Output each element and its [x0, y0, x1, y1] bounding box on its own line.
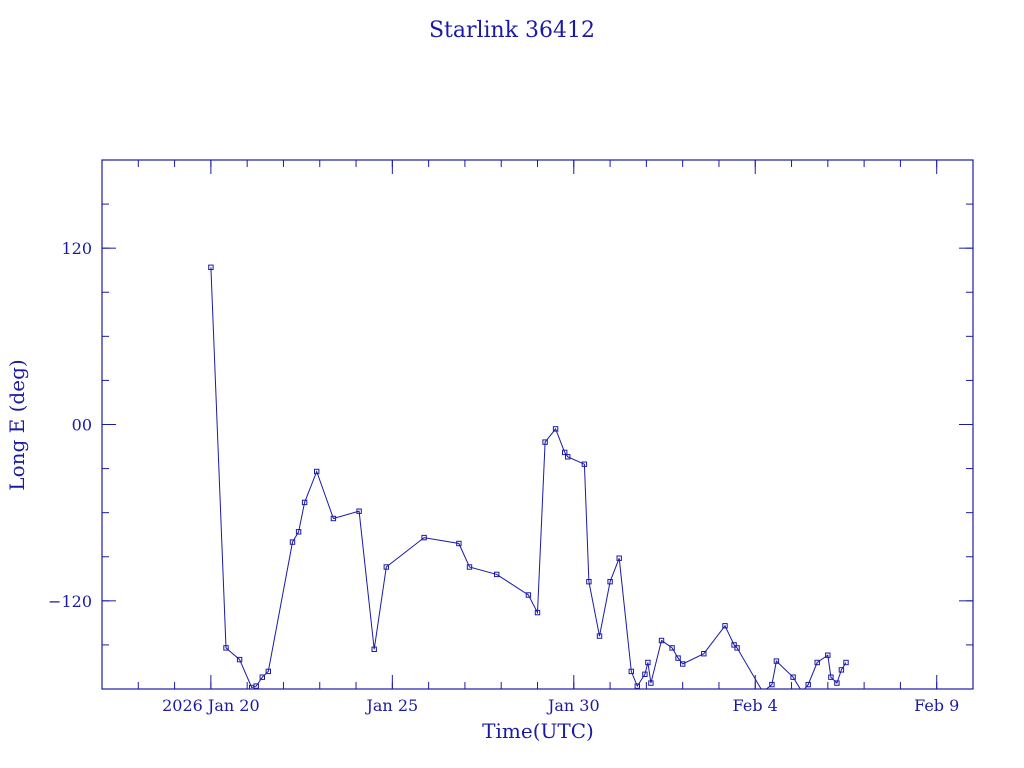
- data-point: [805, 681, 811, 688]
- data-point: [208, 264, 214, 271]
- data-point: [628, 668, 634, 675]
- data-point: [680, 661, 686, 667]
- data-point: [330, 515, 337, 522]
- data-point: [828, 674, 834, 680]
- y-tick-label: 00: [72, 416, 92, 435]
- data-point: [383, 564, 390, 570]
- data-point: [525, 592, 532, 598]
- data-point: [722, 623, 728, 629]
- data-point: [253, 683, 259, 689]
- x-tick-label: 2026 Jan 20: [162, 696, 260, 715]
- data-point: [800, 690, 804, 694]
- data-point: [534, 609, 541, 616]
- data-point: [669, 645, 675, 651]
- data-point: [456, 540, 462, 547]
- data-point: [301, 499, 308, 506]
- data-point: [552, 426, 559, 432]
- data-point: [642, 671, 648, 677]
- data-point: [607, 579, 613, 585]
- data-point: [731, 642, 737, 648]
- data-point: [769, 681, 775, 688]
- data-point: [773, 658, 780, 664]
- y-tick-label: −120: [48, 592, 92, 611]
- data-point: [675, 655, 681, 661]
- x-tick-label: Jan 30: [546, 696, 600, 715]
- data-point: [761, 690, 765, 694]
- x-tick-label: Feb 9: [914, 696, 959, 715]
- data-point: [814, 659, 820, 666]
- data-point: [825, 652, 831, 658]
- data-point: [289, 539, 296, 545]
- data-point: [236, 656, 243, 663]
- y-axis-label: Long E (deg): [5, 359, 29, 490]
- series-line: [210, 267, 847, 689]
- data-point: [616, 555, 622, 561]
- data-point: [581, 461, 588, 467]
- data-point: [259, 674, 266, 680]
- data-point: [834, 680, 840, 686]
- data-point: [314, 468, 320, 475]
- data-point: [645, 659, 651, 666]
- data-point: [494, 571, 500, 578]
- data-point: [596, 633, 603, 639]
- chart-title: Starlink 36412: [429, 18, 595, 43]
- data-point: [421, 534, 427, 541]
- axis-ticks: [101, 159, 974, 690]
- data-points: [208, 264, 849, 694]
- data-point: [701, 651, 707, 657]
- data-point: [648, 680, 654, 686]
- tick-labels: 2026 Jan 20 Jan 25 Jan 30 Feb 4 Feb 9 120 00 −1…: [48, 239, 959, 715]
- data-point: [223, 645, 229, 651]
- data-point: [790, 674, 796, 680]
- data-point: [562, 449, 568, 456]
- data-point: [542, 439, 548, 445]
- data-point: [843, 659, 849, 666]
- data-point: [838, 667, 845, 673]
- data-point: [734, 645, 740, 651]
- data-point: [466, 564, 473, 570]
- data-point: [295, 529, 302, 535]
- data-point: [565, 454, 571, 460]
- data-point: [586, 579, 592, 585]
- data-point: [371, 646, 377, 652]
- y-tick-label: 120: [61, 239, 92, 258]
- x-axis-label: Time(UTC): [482, 719, 594, 743]
- x-tick-label: Feb 4: [733, 696, 778, 715]
- data-point: [265, 668, 272, 675]
- data-point: [356, 508, 362, 514]
- x-tick-label: Jan 25: [364, 696, 418, 715]
- data-point: [634, 683, 640, 689]
- data-point: [658, 637, 665, 644]
